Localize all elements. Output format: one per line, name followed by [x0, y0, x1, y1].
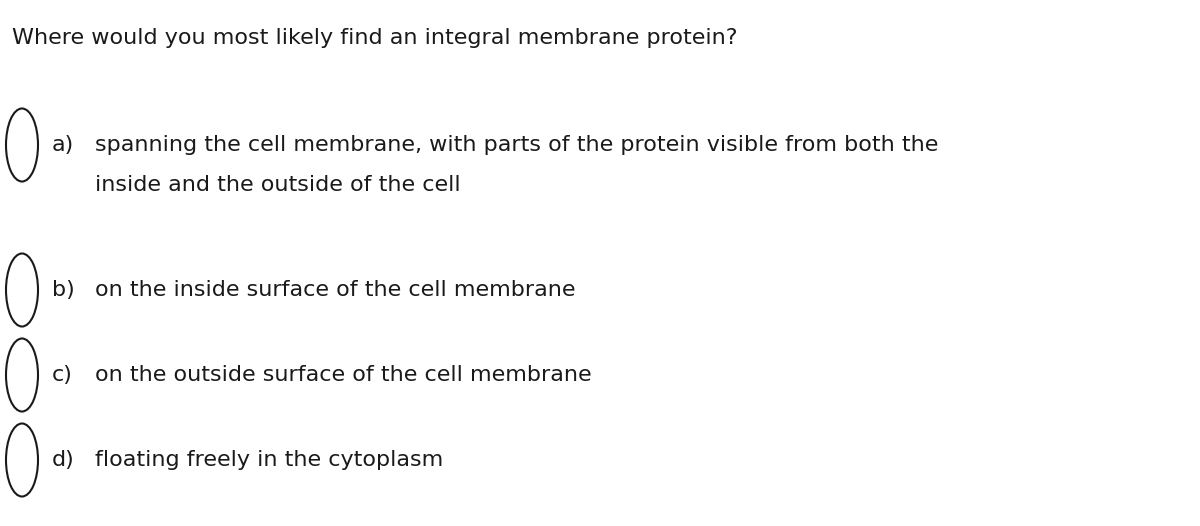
Ellipse shape	[6, 339, 38, 411]
Text: on the inside surface of the cell membrane: on the inside surface of the cell membra…	[95, 280, 576, 300]
Text: d): d)	[52, 450, 74, 470]
Text: Where would you most likely find an integral membrane protein?: Where would you most likely find an inte…	[12, 28, 738, 48]
Text: inside and the outside of the cell: inside and the outside of the cell	[95, 175, 461, 195]
Ellipse shape	[6, 254, 38, 327]
Text: c): c)	[52, 365, 73, 385]
Text: spanning the cell membrane, with parts of the protein visible from both the: spanning the cell membrane, with parts o…	[95, 135, 938, 155]
Text: on the outside surface of the cell membrane: on the outside surface of the cell membr…	[95, 365, 592, 385]
Text: floating freely in the cytoplasm: floating freely in the cytoplasm	[95, 450, 443, 470]
Text: a): a)	[52, 135, 74, 155]
Ellipse shape	[6, 108, 38, 181]
Ellipse shape	[6, 423, 38, 497]
Text: b): b)	[52, 280, 74, 300]
